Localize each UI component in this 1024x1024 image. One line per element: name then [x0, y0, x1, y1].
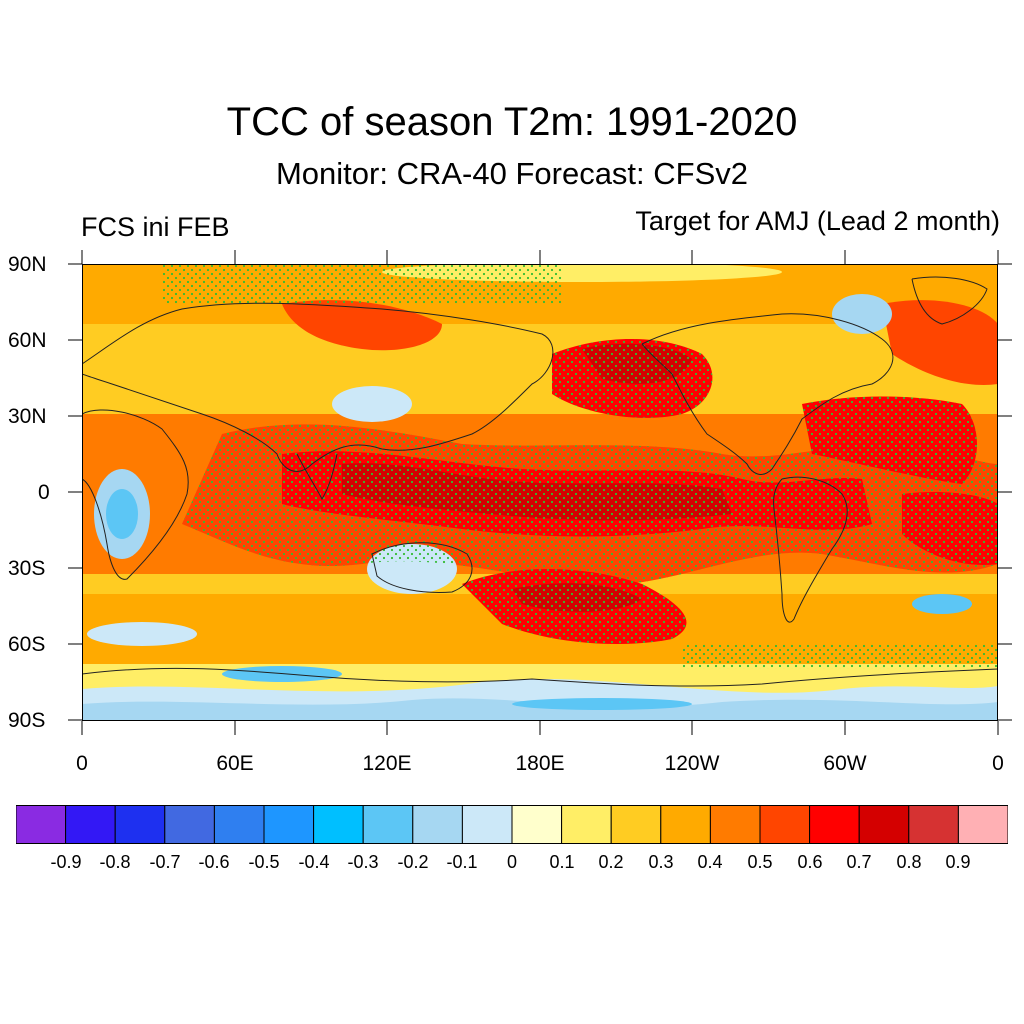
y-tick-label-60n: 60N [8, 329, 47, 352]
colorbar-swatch [65, 805, 116, 844]
colorbar-label: -0.1 [446, 852, 478, 872]
outline-greenland [911, 276, 988, 325]
outline-eurasia [82, 302, 554, 472]
colorbar-label: 0.7 [846, 852, 872, 872]
y-tick-label-30s: 30S [8, 557, 46, 580]
y-tick-label-eq: 0 [38, 481, 50, 504]
colorbar-label: 0 [506, 852, 518, 872]
colorbar-swatch [709, 805, 761, 844]
colorbar-label: 0.4 [697, 852, 723, 872]
y-tick-label-90n: 90N [8, 253, 47, 276]
target-season-label: Target for AMJ (Lead 2 month) [635, 206, 1000, 236]
colorbar-swatch [809, 805, 860, 844]
colorbar [16, 805, 1008, 844]
x-tick-label-120w: 120W [664, 752, 720, 775]
outline-antarctica [82, 667, 998, 687]
colorbar-label: -0.6 [198, 852, 230, 872]
colorbar-label: 0.1 [549, 852, 575, 872]
colorbar-swatch [164, 805, 215, 844]
colorbar-swatch [412, 805, 463, 844]
colorbar-label: -0.9 [50, 852, 82, 872]
field-northcanada-red [882, 300, 998, 385]
x-tick-label-60e: 60E [216, 752, 254, 775]
tick-marks [68, 250, 1012, 735]
field-asia-blue [332, 386, 412, 422]
colorbar-label: 0.3 [648, 852, 674, 872]
y-tick-label-30n: 30N [8, 405, 47, 428]
colorbar-swatch [263, 805, 315, 844]
y-tick-label-60s: 60S [8, 633, 46, 656]
colorbar-label: -0.4 [298, 852, 330, 872]
initial-month-label: FCS ini FEB [81, 212, 230, 242]
colorbar-swatch [114, 805, 166, 844]
continent-outlines [82, 276, 998, 687]
field-sindian-blue [87, 622, 197, 646]
field-canada-blue [832, 294, 892, 334]
colorbar-label: 0.2 [598, 852, 624, 872]
colorbar-swatch [660, 805, 711, 844]
colorbar-swatch [313, 805, 364, 844]
x-tick-label-60w: 60W [823, 752, 867, 775]
chart-title: TCC of season T2m: 1991-2020 [226, 100, 798, 144]
x-tick-label-120e: 120E [362, 752, 412, 775]
significance-dots-npacific [552, 339, 713, 418]
colorbar-label: 0.8 [896, 852, 922, 872]
field-satlantic-blue [912, 594, 972, 614]
significance-dots-north [162, 264, 562, 304]
outline-south-america [773, 476, 848, 623]
significance-dots-atlantic [802, 396, 977, 484]
outline-north-america [641, 313, 894, 475]
colorbar-swatch [511, 805, 563, 844]
y-tick-label-90s: 90S [8, 709, 46, 732]
colorbar-swatch [213, 805, 265, 844]
outline-india [296, 453, 338, 501]
colorbar-swatch [16, 805, 67, 844]
colorbar-swatch [561, 805, 612, 844]
colorbar-label: -0.3 [347, 852, 379, 872]
field-eurasia-red [282, 300, 442, 351]
axis-ticks [68, 250, 1012, 735]
colorbar-swatch [858, 805, 910, 844]
colorbar-label: -0.8 [99, 852, 131, 872]
colorbar-swatch [362, 805, 414, 844]
significance-dots-tropics [182, 424, 998, 586]
colorbar-label: -0.5 [248, 852, 280, 872]
map-border [82, 264, 998, 721]
chart-subtitle: Monitor: CRA-40 Forecast: CFSv2 [275, 156, 749, 191]
colorbar-label: 0.9 [945, 852, 971, 872]
outline-australia [371, 542, 473, 593]
colorbar-swatch [908, 805, 959, 844]
x-tick-label-0-end: 0 [992, 752, 1004, 775]
field-antarctic-spot2 [512, 698, 692, 710]
colorbar-swatch [610, 805, 662, 844]
colorbar-label: -0.2 [397, 852, 429, 872]
colorbar-swatch [759, 805, 811, 844]
colorbar-swatch [957, 805, 1008, 844]
colorbar-label: 0.6 [797, 852, 823, 872]
outline-africa [82, 409, 189, 580]
x-tick-label-180e: 180E [515, 752, 565, 775]
field-antarctic-deep [82, 698, 998, 721]
significance-dots-south [682, 644, 998, 669]
colorbar-label: 0.5 [747, 852, 773, 872]
colorbar-swatch [461, 805, 513, 844]
correlation-map [82, 264, 998, 721]
significance-dots-socean [462, 569, 687, 644]
colorbar-label: -0.7 [149, 852, 181, 872]
x-tick-label-0: 0 [76, 752, 88, 775]
correlation-map-svg [82, 264, 998, 721]
field-africa-blue-core [106, 489, 138, 539]
